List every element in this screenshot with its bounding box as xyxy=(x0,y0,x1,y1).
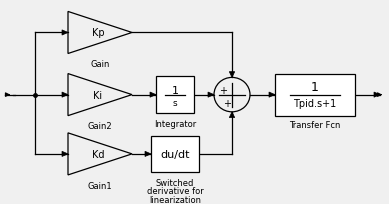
Polygon shape xyxy=(62,31,68,36)
Polygon shape xyxy=(150,93,156,98)
Bar xyxy=(156,77,194,113)
Text: linearization: linearization xyxy=(149,195,201,204)
Polygon shape xyxy=(374,93,380,98)
Polygon shape xyxy=(229,112,235,118)
Text: 1: 1 xyxy=(311,81,319,94)
Polygon shape xyxy=(229,72,235,78)
Polygon shape xyxy=(62,152,68,157)
Text: Integrator: Integrator xyxy=(154,119,196,128)
Polygon shape xyxy=(62,93,68,98)
Text: Gain1: Gain1 xyxy=(88,181,112,190)
Text: +: + xyxy=(224,99,231,109)
Text: Tpid.s+1: Tpid.s+1 xyxy=(293,99,336,109)
Polygon shape xyxy=(208,93,214,98)
Text: Kp: Kp xyxy=(92,28,104,38)
Text: du/dt: du/dt xyxy=(160,149,190,159)
Polygon shape xyxy=(269,93,275,98)
Text: Transfer Fcn: Transfer Fcn xyxy=(289,121,341,130)
Bar xyxy=(151,136,199,172)
Text: Kd: Kd xyxy=(92,149,104,159)
Text: Gain2: Gain2 xyxy=(88,122,112,131)
Text: s: s xyxy=(173,98,177,107)
Polygon shape xyxy=(145,152,151,157)
Text: 1: 1 xyxy=(172,85,179,95)
Text: derivative for: derivative for xyxy=(147,186,203,195)
Bar xyxy=(275,74,355,116)
Text: Ki: Ki xyxy=(93,90,103,100)
Text: Switched: Switched xyxy=(156,178,194,187)
Text: +: + xyxy=(219,86,227,96)
Text: Gain: Gain xyxy=(90,60,110,69)
